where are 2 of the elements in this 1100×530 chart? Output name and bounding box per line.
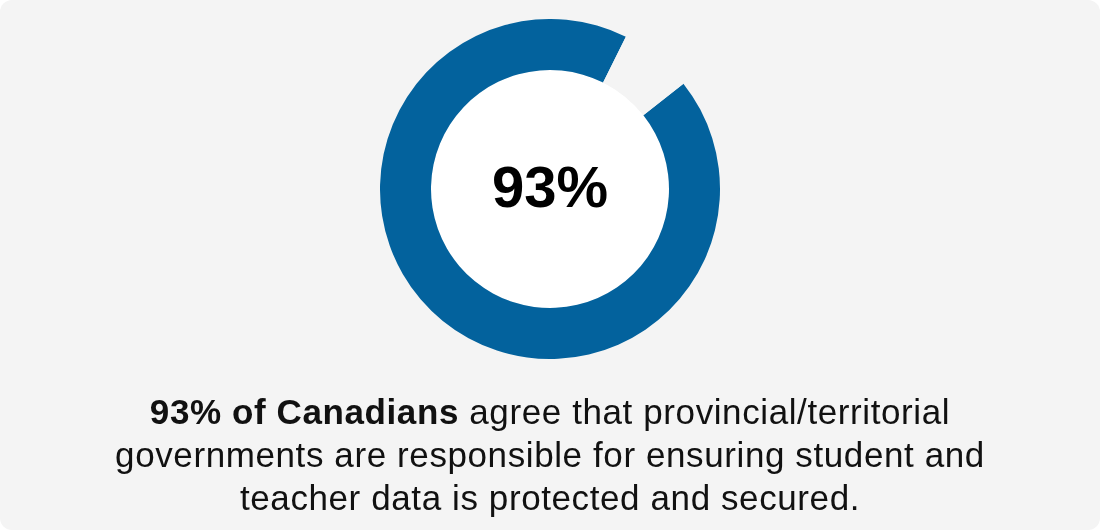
- data-label: 93%: [491, 154, 608, 219]
- text: 93% of Canadians agree that provincial/territorial governments are responsible for ensuring student and teacher data is protected and secured.: [115, 392, 985, 517]
